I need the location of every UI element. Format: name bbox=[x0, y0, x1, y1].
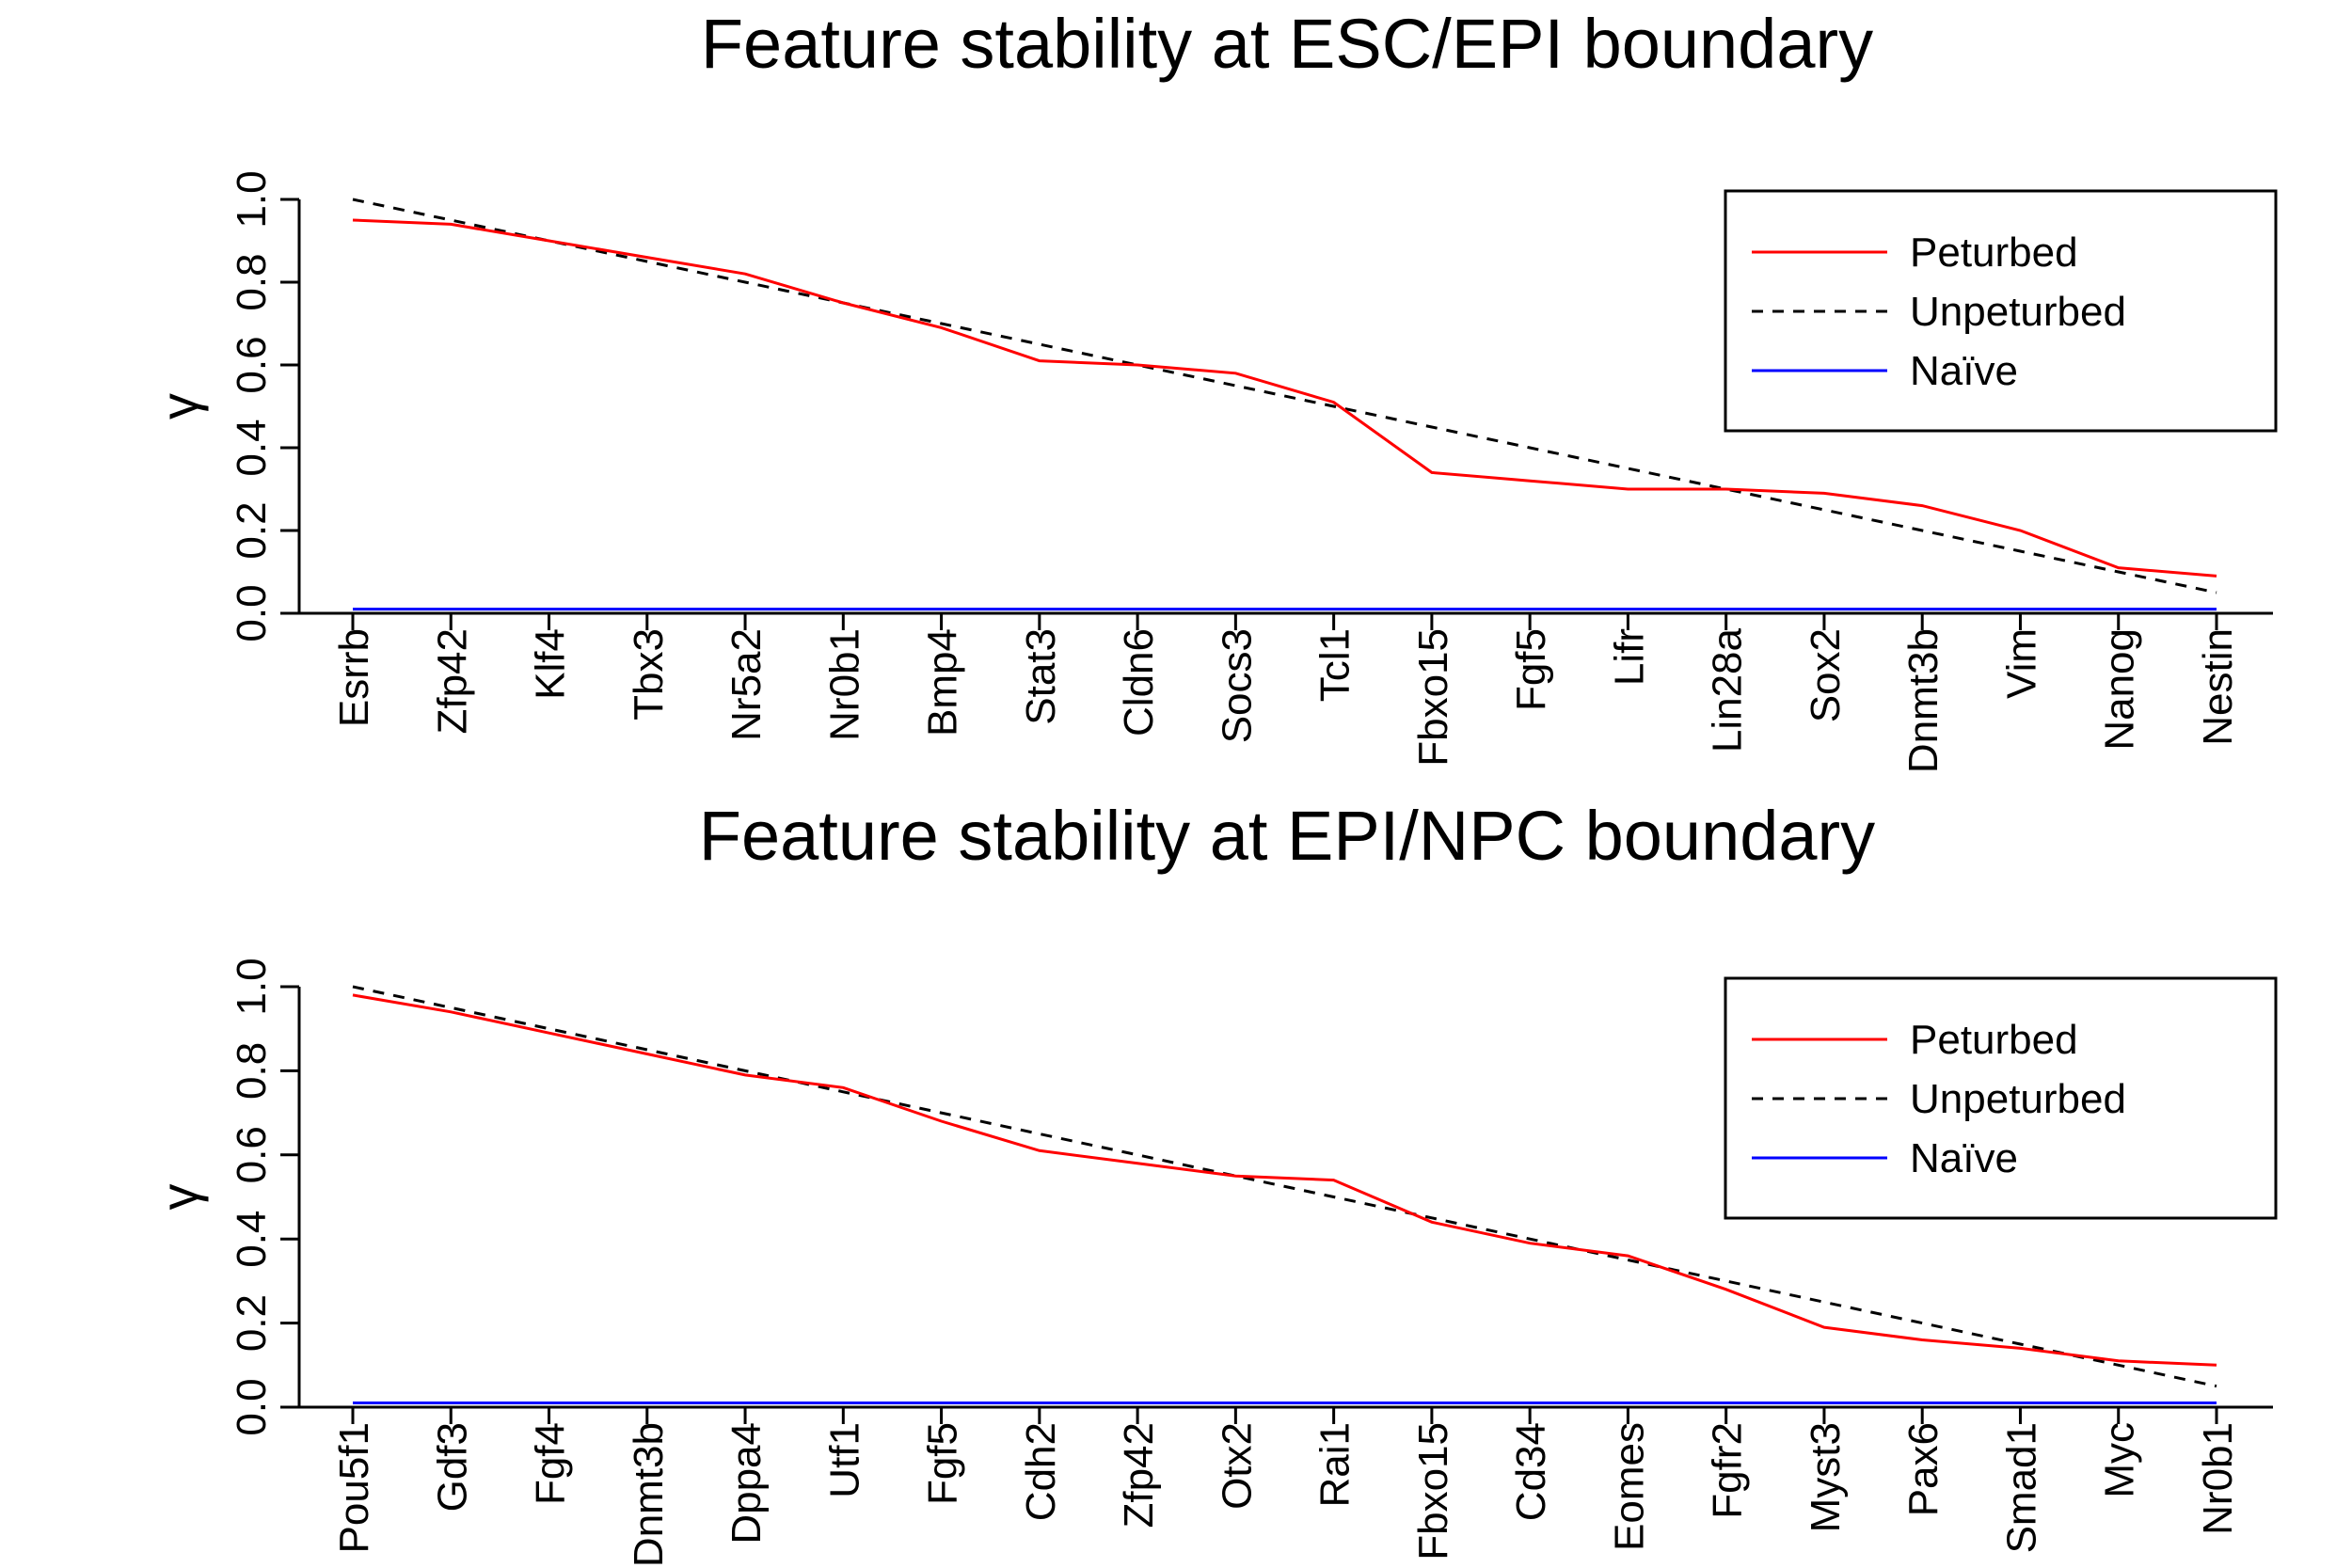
y-tick-label: 0.0 bbox=[229, 584, 275, 641]
y-tick-label: 0.2 bbox=[229, 1294, 275, 1352]
x-tick-label: Gdf3 bbox=[429, 1422, 475, 1512]
chart-title: Feature stability at ESC/EPI boundary bbox=[701, 5, 1873, 83]
x-tick-label: Fgfr2 bbox=[1705, 1422, 1751, 1519]
x-tick-label: Fgf5 bbox=[1508, 628, 1554, 711]
legend-label-unpeturbed: Unpeturbed bbox=[1910, 289, 2126, 335]
x-tick-label: Tbx3 bbox=[626, 628, 672, 721]
x-tick-label: Dppa4 bbox=[723, 1422, 770, 1544]
x-tick-label: Nr0b1 bbox=[2195, 1422, 2241, 1535]
chart-panel-2: Feature stability at EPI/NPC boundary 0.0… bbox=[150, 797, 2278, 1567]
x-tick-label: Cldn6 bbox=[1116, 628, 1162, 736]
x-tick-label: Nestin bbox=[2195, 628, 2241, 746]
y-tick-label: 0.6 bbox=[229, 1126, 275, 1183]
x-tick-label: Eomes bbox=[1606, 1422, 1652, 1551]
x-tick-label: Stat3 bbox=[1018, 628, 1064, 725]
legend-label-peturbed: Peturbed bbox=[1910, 1017, 2078, 1063]
x-tick-label: Dnmt3b bbox=[1900, 628, 1947, 773]
x-tick-label: Otx2 bbox=[1214, 1422, 1260, 1510]
y-axis-label: γ bbox=[150, 1184, 209, 1211]
legend-label-nave: Naïve bbox=[1910, 348, 2018, 394]
x-tick-label: Dnmt3b bbox=[626, 1422, 672, 1567]
x-tick-label: Smad1 bbox=[1998, 1422, 2044, 1553]
x-tick-label: Sox2 bbox=[1803, 628, 1849, 722]
x-tick-label: Cd34 bbox=[1508, 1422, 1554, 1521]
x-tick-label: Lifr bbox=[1606, 628, 1652, 686]
x-tick-label: Klf4 bbox=[528, 628, 574, 700]
x-tick-label: Pax6 bbox=[1900, 1422, 1947, 1516]
x-tick-label: Myst3 bbox=[1803, 1422, 1849, 1532]
chart-panel-1: Feature stability at ESC/EPI boundary 0.0… bbox=[150, 5, 2278, 773]
x-tick-label: Tcl1 bbox=[1312, 628, 1359, 702]
x-tick-label: Nanog bbox=[2097, 628, 2143, 751]
x-tick-label: Fgf5 bbox=[920, 1422, 966, 1505]
y-axis-label: γ bbox=[150, 393, 209, 420]
series-line-unpeturbed bbox=[352, 198, 2217, 594]
legend-label-nave: Naïve bbox=[1910, 1135, 2018, 1181]
x-tick-label: Utf1 bbox=[821, 1422, 867, 1498]
x-tick-label: Bmp4 bbox=[920, 628, 966, 736]
chart-title: Feature stability at EPI/NPC boundary bbox=[699, 797, 1875, 875]
series-line-peturbed bbox=[352, 993, 2217, 1367]
legend-label-unpeturbed: Unpeturbed bbox=[1910, 1076, 2126, 1122]
y-tick-label: 1.0 bbox=[229, 170, 275, 228]
x-tick-label: Vim bbox=[1998, 628, 2044, 699]
x-tick-label: Socs3 bbox=[1214, 628, 1260, 743]
y-tick-label: 0.8 bbox=[229, 1042, 275, 1100]
legend: Peturbed Unpeturbed Naïve bbox=[1724, 976, 2278, 1220]
x-tick-label: Fbxo15 bbox=[1410, 1422, 1456, 1560]
x-tick-label: Myc bbox=[2097, 1422, 2143, 1498]
x-tick-label: Zfp42 bbox=[429, 628, 475, 735]
y-tick-label: 0.6 bbox=[229, 336, 275, 393]
y-tick-label: 0.8 bbox=[229, 253, 275, 310]
legend-label-peturbed: Peturbed bbox=[1910, 230, 2078, 276]
series-line-unpeturbed bbox=[352, 985, 2217, 1388]
y-tick-label: 0.0 bbox=[229, 1378, 275, 1435]
x-tick-label: Esrrb bbox=[331, 628, 377, 727]
y-tick-label: 0.4 bbox=[229, 1211, 275, 1268]
x-tick-label: Pou5f1 bbox=[331, 1422, 377, 1553]
x-tick-label: Fgf4 bbox=[528, 1422, 574, 1505]
x-tick-label: Fbxo15 bbox=[1410, 628, 1456, 767]
y-tick-label: 1.0 bbox=[229, 958, 275, 1015]
x-tick-label: Nr0b1 bbox=[821, 628, 867, 741]
x-tick-label: Lin28a bbox=[1705, 627, 1751, 752]
series-line-peturbed bbox=[352, 218, 2217, 578]
x-tick-label: Nr5a2 bbox=[723, 628, 770, 741]
x-tick-label: Cdh2 bbox=[1018, 1422, 1064, 1521]
y-tick-label: 0.2 bbox=[229, 501, 275, 559]
x-tick-label: Rai1 bbox=[1312, 1422, 1359, 1508]
x-tick-label: Zfp42 bbox=[1116, 1422, 1162, 1528]
y-tick-label: 0.4 bbox=[229, 419, 275, 476]
legend: Peturbed Unpeturbed Naïve bbox=[1724, 189, 2278, 433]
